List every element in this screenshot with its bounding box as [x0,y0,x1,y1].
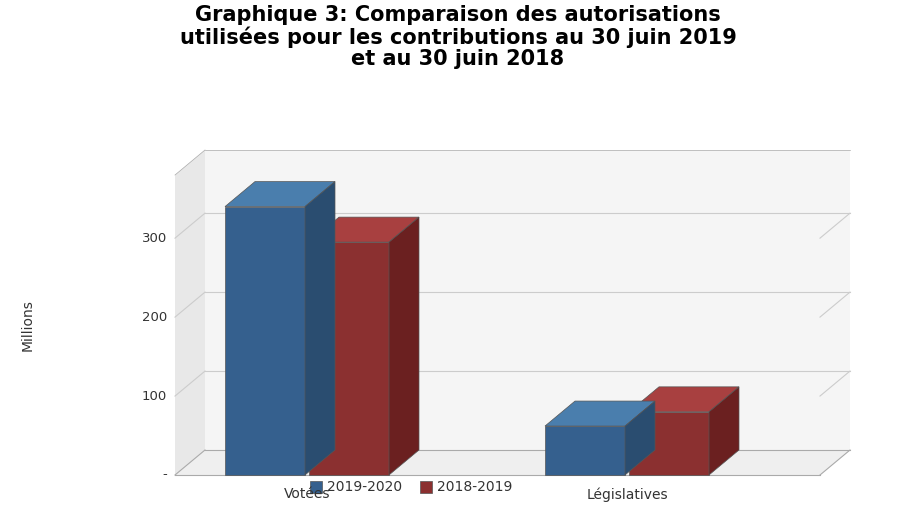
Text: et au 30 juin 2018: et au 30 juin 2018 [352,49,564,69]
Polygon shape [709,387,739,475]
Polygon shape [225,182,335,207]
Text: -: - [162,469,167,481]
Text: 300: 300 [142,232,167,244]
Text: 100: 100 [142,389,167,402]
Bar [420,481,432,493]
Polygon shape [629,412,709,475]
Polygon shape [205,150,850,450]
Polygon shape [309,217,419,242]
Polygon shape [545,426,625,475]
Text: 200: 200 [142,311,167,324]
Text: Millions: Millions [21,299,35,351]
Polygon shape [175,450,850,475]
Polygon shape [175,150,205,475]
Polygon shape [389,217,419,475]
Text: Graphique 3: Comparaison des autorisations: Graphique 3: Comparaison des autorisatio… [195,5,721,25]
Polygon shape [625,401,655,475]
Text: utilisées pour les contributions au 30 juin 2019: utilisées pour les contributions au 30 j… [180,27,736,48]
Bar [310,481,322,493]
Text: 2018-2019: 2018-2019 [437,480,512,494]
Polygon shape [225,207,305,475]
Polygon shape [545,401,655,426]
Text: Votées: Votées [284,487,331,501]
Text: Législatives: Législatives [586,487,668,501]
Text: 2019-2020: 2019-2020 [327,480,402,494]
Polygon shape [629,387,739,412]
Polygon shape [309,242,389,475]
Polygon shape [305,182,335,475]
